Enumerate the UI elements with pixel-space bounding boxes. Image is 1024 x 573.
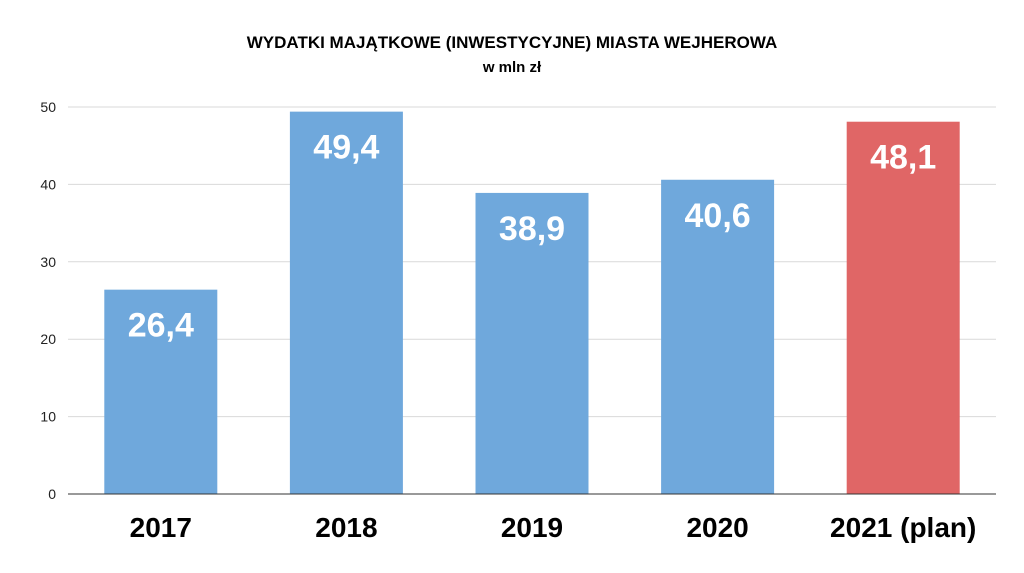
data-labels: 26,4 49,4 38,9 40,6 48,1 xyxy=(128,129,937,345)
data-label: 40,6 xyxy=(685,197,751,235)
x-axis-ticks: 2017 2018 2019 2020 2021 (plan) xyxy=(130,512,977,543)
chart-subtitle: w mln zł xyxy=(482,59,542,76)
bar xyxy=(104,289,218,494)
y-tick-label: 0 xyxy=(48,486,56,502)
y-tick-label: 20 xyxy=(40,331,56,347)
data-label: 49,4 xyxy=(313,129,379,167)
y-tick-label: 30 xyxy=(40,254,56,270)
x-tick-label: 2018 xyxy=(315,512,377,543)
y-axis-ticks: 0 10 20 30 40 50 xyxy=(40,99,56,502)
data-label: 38,9 xyxy=(499,210,565,248)
bar xyxy=(846,121,960,495)
y-tick-label: 40 xyxy=(40,176,56,192)
x-tick-label: 2017 xyxy=(130,512,192,543)
bar xyxy=(475,192,589,494)
x-tick-label: 2021 (plan) xyxy=(830,512,976,543)
x-tick-label: 2019 xyxy=(501,512,563,543)
chart-title: WYDATKI MAJĄTKOWE (INWESTYCYJNE) MIASTA … xyxy=(247,33,777,52)
bar xyxy=(289,111,403,495)
y-tick-label: 50 xyxy=(40,99,56,115)
data-label: 48,1 xyxy=(870,139,936,177)
data-label: 26,4 xyxy=(128,307,194,345)
y-tick-label: 10 xyxy=(40,409,56,425)
bars xyxy=(104,111,960,495)
x-tick-label: 2020 xyxy=(686,512,748,543)
bar xyxy=(661,179,775,495)
